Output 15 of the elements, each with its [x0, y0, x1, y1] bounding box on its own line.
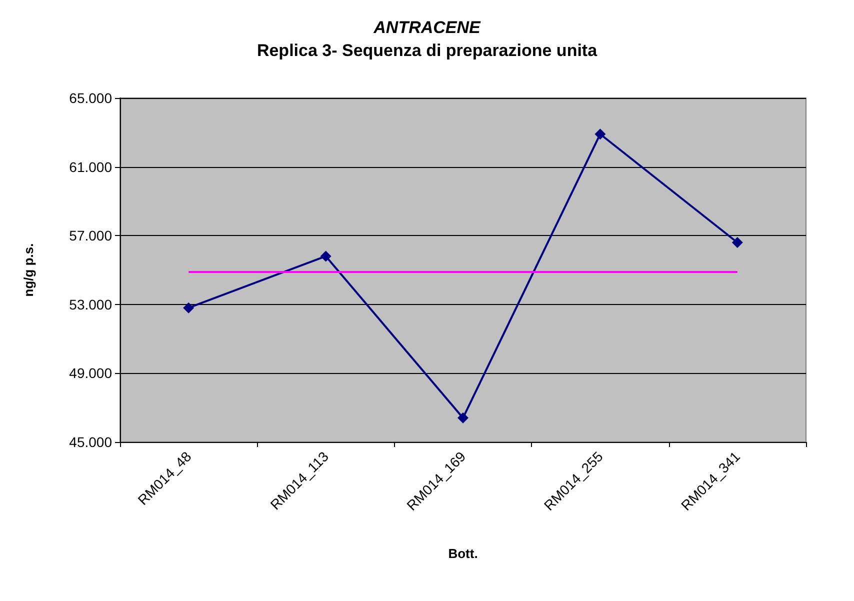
chart-subtitle: Replica 3- Sequenza di preparazione unita — [256, 41, 598, 60]
y-tick-label: 53.000 — [69, 296, 112, 312]
y-tick-label: 45.000 — [69, 434, 112, 450]
y-tick-label: 57.000 — [69, 228, 112, 244]
point — [183, 302, 194, 314]
x-axis-title: Bott. — [448, 546, 478, 561]
point — [594, 128, 606, 140]
y-tick-label: 65.000 — [69, 90, 112, 106]
point — [320, 250, 332, 262]
y-tick-label: 49.000 — [69, 365, 112, 382]
chart-title: ANTRACENE — [372, 18, 482, 37]
y-axis-title: ng/g p.s. — [21, 243, 36, 297]
y-tick-label: 61.000 — [69, 158, 112, 175]
point — [458, 412, 468, 424]
point — [732, 236, 743, 248]
